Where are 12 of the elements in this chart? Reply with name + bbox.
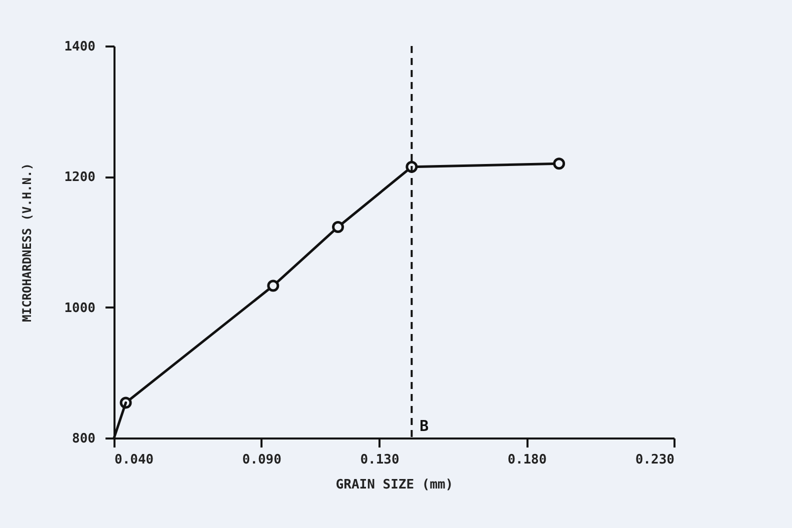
y-tick-label: 1400 bbox=[64, 40, 96, 54]
x-tick-label: 0.130 bbox=[360, 452, 400, 468]
y-tick-label: 1000 bbox=[64, 300, 96, 316]
ref-line-label: B bbox=[420, 417, 429, 435]
x-axis-title: GRAIN SIZE (mm) bbox=[336, 478, 454, 492]
x-tick-label: 0.040 bbox=[114, 452, 154, 468]
x-tick-label: 0.180 bbox=[508, 452, 547, 468]
x-tick-label: 0.230 bbox=[635, 452, 675, 468]
y-tick-label: 1200 bbox=[64, 170, 96, 186]
y-tick-label: 800 bbox=[72, 432, 96, 446]
y-axis-title: MICROHARDNESS (V.H.N.) bbox=[20, 163, 34, 322]
x-tick-label: 0.090 bbox=[242, 452, 282, 468]
